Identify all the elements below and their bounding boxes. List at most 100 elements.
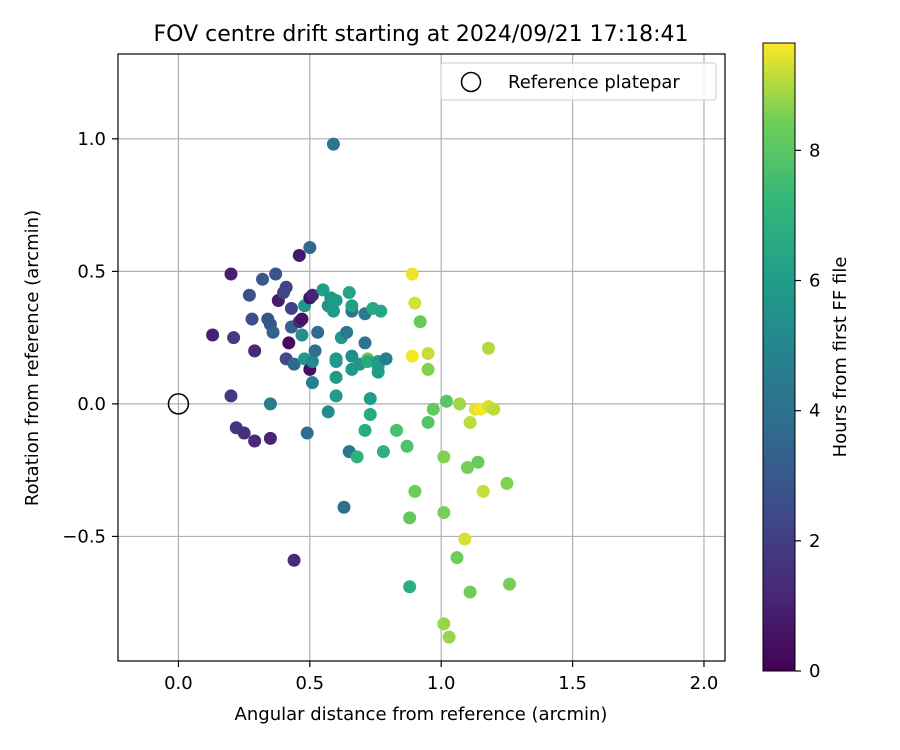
scatter-point [487,402,501,416]
legend: Reference platepar [440,62,717,101]
scatter-point [308,344,322,358]
scatter-point [245,312,259,326]
scatter-point [503,577,517,591]
scatter-point [237,426,251,440]
scatter-point [295,312,309,326]
scatter-point [305,354,319,368]
x-tick-label: 0.5 [296,673,325,694]
colorbar-tick-label: 4 [809,401,820,422]
scatter-point [439,394,453,408]
scatter-point [358,336,372,350]
colorbar-gradient [762,42,796,672]
scatter-point [363,407,377,421]
scatter-point [408,296,422,310]
reference-marker-layer [167,393,190,415]
scatter-point [460,461,474,475]
scatter-point [305,288,319,302]
scatter-point [256,272,270,286]
x-axis-label: Angular distance from reference (arcmin) [235,704,608,725]
y-tick-label: 0.0 [77,394,106,415]
scatter-point [287,357,301,371]
y-tick-label: 0.5 [77,261,106,282]
scatter-point [421,362,435,376]
scatter-point [292,248,306,262]
scatter-point [295,328,309,342]
scatter-point [326,304,340,318]
scatter-point [390,423,404,437]
scatter-point [305,376,319,390]
scatter-point [471,455,485,469]
scatter-point [282,336,296,350]
scatter-point [300,426,314,440]
scatter-point [311,325,325,339]
scatter-point [227,331,241,345]
y-tick-label: −0.5 [62,526,106,547]
scatter-point [453,397,467,411]
scatter-point [450,551,464,565]
scatter-point [326,137,340,151]
legend-reference-marker [460,71,482,93]
scatter-point [224,389,238,403]
scatter-point [248,434,262,448]
colorbar-tick-label: 8 [809,140,820,161]
scatter-point [374,304,388,318]
colorbar-ticks: 0 2 4 6 8 [795,140,820,682]
colorbar-tick-label: 0 [809,661,820,682]
scatter-point [224,267,238,281]
scatter-point [263,431,277,445]
scatter-point [408,484,422,498]
scatter-point [437,506,451,520]
x-tick-label: 1.5 [558,673,587,694]
scatter-point [379,352,393,366]
scatter-point [329,370,343,384]
scatter-point [500,476,514,490]
scatter-point [303,240,317,254]
colorbar-tick-label: 2 [809,531,820,552]
scatter-point [405,349,419,363]
scatter-point [279,280,293,294]
scatter-point [371,365,385,379]
scatter-point [400,439,414,453]
x-axis-ticks: 0.0 0.5 1.0 1.5 2.0 [164,661,718,694]
scatter-point [376,445,390,459]
scatter-point [426,402,440,416]
x-tick-label: 2.0 [690,673,719,694]
colorbar-label: Hours from first FF file [830,257,851,458]
legend-entry-reference-platepar: Reference platepar [508,72,680,93]
plot-area-frame [117,53,726,662]
scatter-point [345,349,359,363]
scatter-point [476,484,490,498]
scatter-point [350,450,364,464]
scatter-point [463,415,477,429]
x-tick-label: 0.0 [164,673,193,694]
scatter-point [340,325,354,339]
x-tick-label: 1.0 [427,673,456,694]
y-tick-label: 1.0 [77,129,106,150]
scatter-point [421,415,435,429]
scatter-point [345,299,359,313]
scatter-points [206,137,517,644]
scatter-point [266,325,280,339]
y-axis-ticks: −0.5 0.0 0.5 1.0 [62,129,118,547]
scatter-point [284,301,298,315]
scatter-point [263,397,277,411]
chart-title: FOV centre drift starting at 2024/09/21 … [154,22,689,47]
reference-platepar-marker [167,393,190,415]
scatter-point [421,347,435,361]
scatter-point [405,267,419,281]
scatter-point [482,341,496,355]
scatter-point [437,617,451,631]
scatter-point [329,354,343,368]
scatter-point [363,392,377,406]
scatter-point [329,294,343,308]
colorbar: 0 2 4 6 8 Hours from first FF file [762,42,851,682]
grid-lines [118,54,725,661]
scatter-point [321,405,335,419]
colorbar-tick-label: 6 [809,271,820,292]
scatter-point [206,328,220,342]
scatter-point [361,354,375,368]
legend-box [440,62,717,101]
scatter-point [342,286,356,300]
scatter-point [329,389,343,403]
